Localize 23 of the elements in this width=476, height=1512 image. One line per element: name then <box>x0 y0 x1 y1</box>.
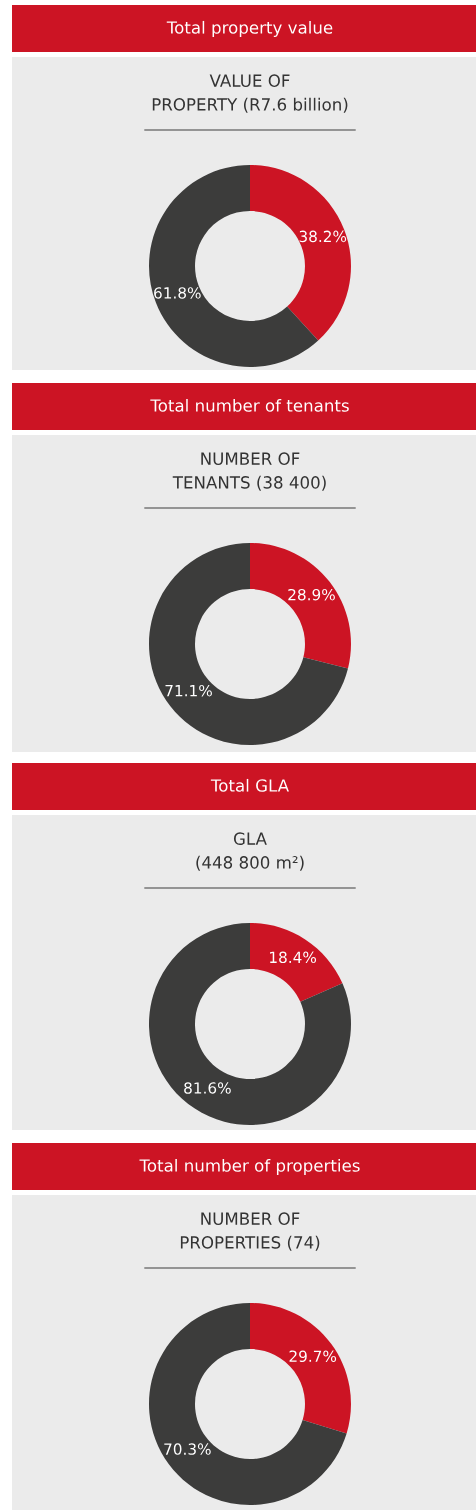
donut-slice <box>250 165 351 341</box>
data-label: 61.8% <box>154 287 201 299</box>
donut-slice <box>149 543 348 745</box>
donut-slice <box>250 923 343 1002</box>
data-label: 81.6% <box>184 1082 231 1094</box>
chart-title: Total number of properties <box>139 1158 360 1176</box>
data-label: 18.4% <box>270 951 317 964</box>
chart-subtitle: VALUE OF PROPERTY (R7.6 billion) <box>152 74 348 113</box>
data-label: 28.9% <box>288 588 335 601</box>
data-label: 71.1% <box>165 684 212 697</box>
donut-slice <box>250 543 351 669</box>
data-label: 38.2% <box>299 230 347 243</box>
chart-subtitle: NUMBER OF PROPERTIES (74) <box>180 1212 320 1251</box>
donut-slice <box>149 1303 347 1505</box>
chart-subtitle: GLA (448 800 m²) <box>196 832 304 871</box>
chart-title: Total property value <box>166 20 333 38</box>
chart-title: Total number of tenants <box>150 398 349 412</box>
donut-slice <box>149 923 351 1125</box>
chart-subtitle: NUMBER OF TENANTS (38 400) <box>172 452 326 491</box>
donut-slice <box>250 1303 351 1434</box>
chart-title: Total GLA <box>210 778 289 792</box>
data-label: 70.3% <box>164 1443 211 1455</box>
data-label: 29.7% <box>289 1350 337 1362</box>
